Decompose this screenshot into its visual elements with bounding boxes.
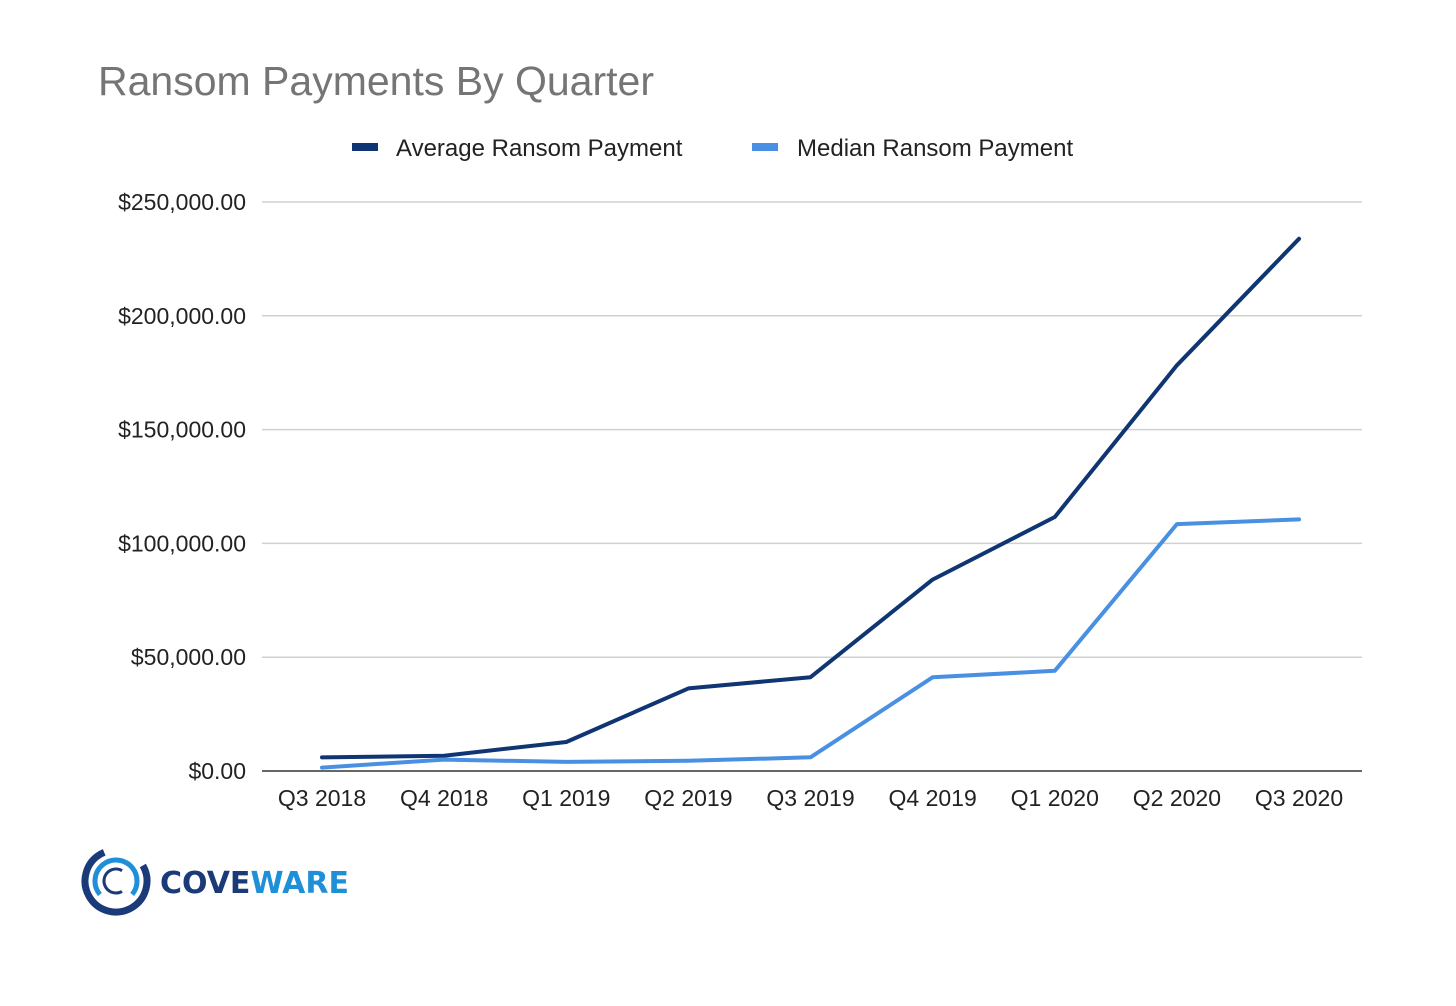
x-tick-label: Q2 2019 <box>644 785 732 811</box>
series-line-average <box>320 236 1301 760</box>
svg-text:COVEWARE: COVEWARE <box>160 866 349 901</box>
legend-swatch-median <box>752 143 778 151</box>
y-tick-label: $200,000.00 <box>118 303 246 329</box>
legend-label-median: Median Ransom Payment <box>797 135 1073 162</box>
legend-label-average: Average Ransom Payment <box>396 135 683 162</box>
brand-name-ware: WARE <box>250 866 349 901</box>
brand-name-cove: COVE <box>160 866 250 901</box>
x-tick-label: Q4 2019 <box>889 785 977 811</box>
x-tick-label: Q3 2018 <box>278 785 366 811</box>
x-tick-label: Q4 2018 <box>400 785 488 811</box>
y-tick-label: $0.00 <box>188 758 246 784</box>
series-lines <box>320 236 1301 770</box>
coveware-logo: COVEWARE <box>81 846 349 916</box>
y-tick-label: $250,000.00 <box>118 189 246 215</box>
x-tick-label: Q3 2019 <box>766 785 854 811</box>
x-axis-ticks: Q3 2018 Q4 2018 Q1 2019 Q2 2019 Q3 2019 Q4 20… <box>278 785 1343 811</box>
gridlines <box>262 201 1362 658</box>
legend: Average Ransom Payment Median Ransom Pay… <box>352 135 1073 162</box>
y-tick-label: $100,000.00 <box>118 530 246 556</box>
x-tick-label: Q3 2020 <box>1255 785 1343 811</box>
y-tick-label: $50,000.00 <box>131 644 246 670</box>
coveware-ring-logo-icon <box>81 846 151 916</box>
legend-swatch-average <box>352 143 378 151</box>
y-tick-label: $150,000.00 <box>118 417 246 443</box>
x-tick-label: Q2 2020 <box>1133 785 1221 811</box>
y-axis-ticks: $0.00 $50,000.00 $100,000.00 $150,000.00 $20… <box>118 189 246 784</box>
chart-title: Ransom Payments By Quarter <box>98 58 654 104</box>
series-line-median <box>320 517 1301 770</box>
x-tick-label: Q1 2019 <box>522 785 610 811</box>
x-tick-label: Q1 2020 <box>1011 785 1099 811</box>
